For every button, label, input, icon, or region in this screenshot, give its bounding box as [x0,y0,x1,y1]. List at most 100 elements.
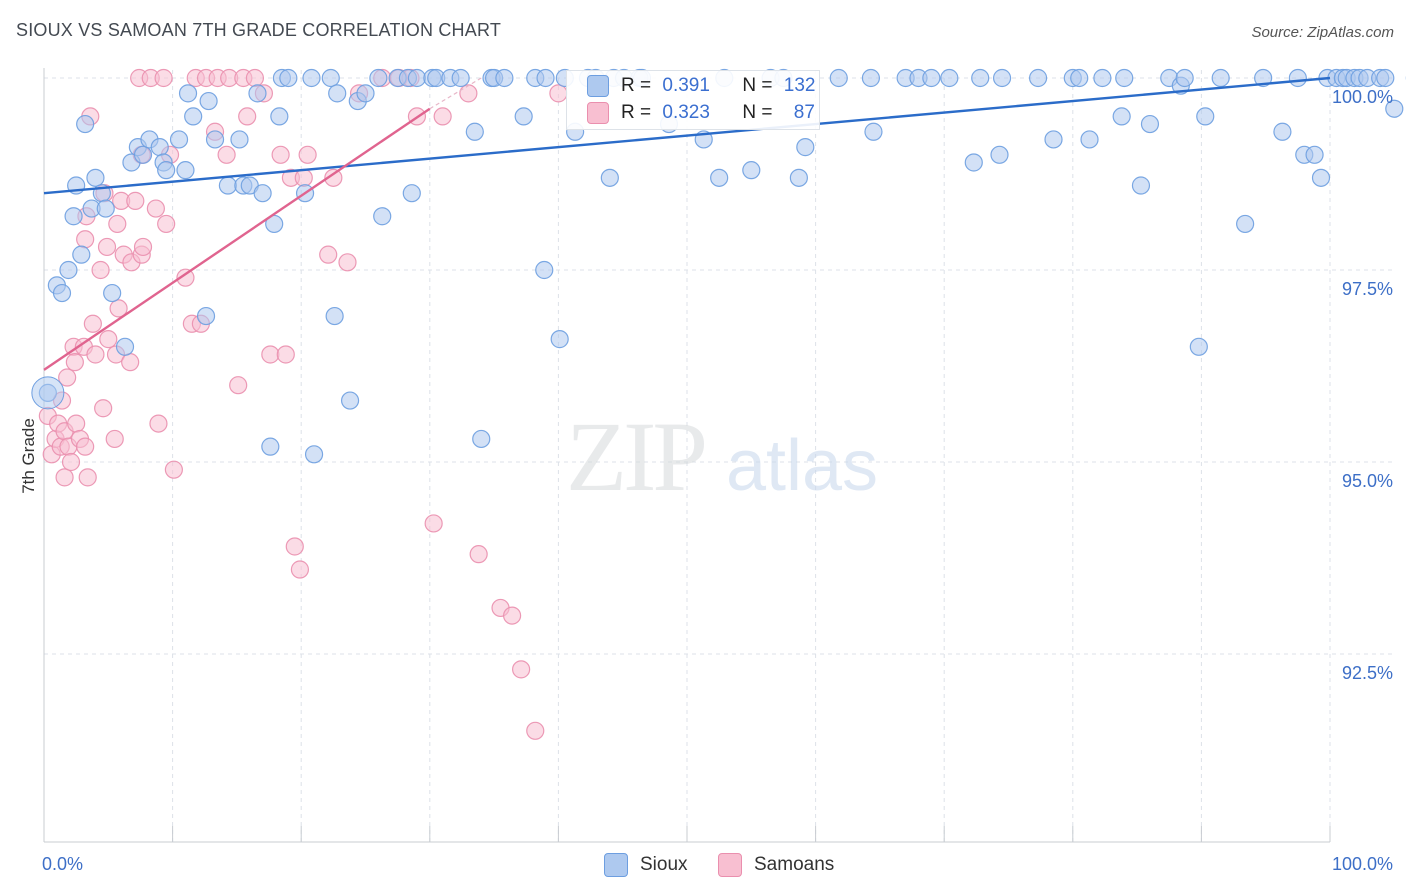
samoan-point [512,660,531,679]
y-tick-label: 100.0% [1332,87,1393,107]
sioux-point [176,161,195,180]
n-label: N = [742,102,773,123]
samoan-point [65,353,84,372]
watermark-atlas: atlas [726,426,878,506]
samoan-point [146,199,165,218]
sioux-point [789,168,808,187]
samoan-point [133,237,153,257]
n-value: 132 [783,75,816,96]
y-tick-label: 97.5% [1342,279,1393,299]
sioux-point [535,260,554,280]
x-tick-label-max: 100.0% [1332,854,1393,874]
samoan-point [67,414,86,433]
sioux-point [196,306,216,326]
sioux-point [1236,214,1255,234]
sioux-point [279,68,298,88]
sioux-point [465,122,484,141]
legend-label-sioux: Sioux [640,854,688,875]
sioux-point [157,161,176,180]
sioux-point [1254,68,1273,88]
samoan-point [164,460,183,479]
samoan-point [86,345,105,364]
samoan-point [261,345,280,364]
sioux-point [1093,68,1112,88]
sioux-point [304,445,324,464]
sioux-point [1273,122,1292,141]
r-label: R = [621,102,652,123]
legend-swatch-samoans [718,853,742,877]
sioux-point [369,68,388,88]
samoan-point [217,145,236,164]
legend-item-samoans[interactable]: Samoans [718,853,834,877]
sioux-point [1140,114,1160,134]
samoan-point [526,721,545,740]
legend-item-sioux[interactable]: Sioux [604,853,688,877]
sioux-point [710,168,729,187]
samoan-point [549,84,568,103]
samoan-point [319,245,338,264]
samoan-point [298,145,317,164]
sioux-point [86,168,105,187]
sioux-points [31,68,1406,464]
samoan-point [121,353,140,372]
watermark-zip: ZIP [566,401,704,512]
samoan-point [229,376,248,395]
r-value: 0.323 [662,102,710,123]
samoan-swatch [587,102,609,124]
samoan-point [503,606,522,625]
samoan-point [290,560,310,579]
sioux-point [1376,68,1395,88]
samoan-point [157,214,176,234]
sioux-point-large [31,376,65,410]
sioux-point [1112,107,1131,126]
samoan-point [238,107,257,126]
sioux-point [1131,176,1151,195]
legend-swatch-sioux [604,853,628,877]
samoan-point [338,253,357,272]
sioux-point [1385,99,1404,118]
sioux-point [184,107,203,126]
sioux-point [861,68,880,88]
sioux-point [340,391,360,410]
sioux-point [992,68,1012,88]
sioux-point [64,207,83,226]
samoan-point [271,145,290,164]
samoan-point [76,437,95,456]
x-tick-label-min: 0.0% [42,854,83,874]
sioux-point [451,68,470,88]
sioux-point [971,68,990,88]
y-axis-label: 7th Grade [19,418,38,494]
sioux-point [1070,68,1089,88]
samoan-point [424,514,443,533]
sioux-swatch [587,75,609,97]
sioux-point [407,68,427,88]
sioux-point [76,114,95,134]
samoan-point [154,68,173,88]
sioux-point [150,138,169,157]
source-label: Source: ZipAtlas.com [1251,24,1394,41]
samoan-point [109,299,128,318]
samoan-point [78,468,97,487]
sioux-point [302,68,321,88]
stats-row-samoan: R = 0.323 N = 87 [587,102,815,124]
samoan-point [55,468,74,487]
sioux-point [495,68,514,88]
samoan-point [176,268,195,287]
sioux-point [1196,107,1215,126]
samoan-point [433,107,452,126]
sioux-point [59,260,78,280]
sioux-point [230,130,249,149]
sioux-point [990,145,1009,164]
sioux-point [1189,337,1208,356]
sioux-point [205,130,225,149]
samoan-point [83,314,102,333]
samoan-point [459,84,478,103]
sioux-point [940,68,959,88]
sioux-point [270,107,289,126]
sioux-point [1305,145,1324,164]
sioux-point [742,161,761,180]
sioux-point [600,168,619,187]
sioux-point [1211,68,1230,88]
samoan-point [324,168,343,187]
sioux-point [1115,68,1134,88]
